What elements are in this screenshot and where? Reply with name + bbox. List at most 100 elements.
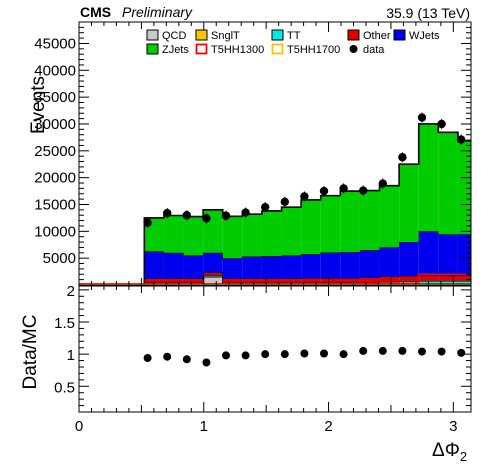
ratio-point — [222, 351, 230, 360]
ratio-y-axis: 0.5 1 1.5 2 — [54, 283, 471, 407]
bar-zjets — [163, 215, 184, 253]
bar-tt — [163, 282, 184, 284]
y-tick-label: 5000 — [43, 250, 76, 267]
data-point — [378, 179, 387, 188]
bar-zjets — [183, 216, 204, 256]
data-point — [339, 184, 348, 193]
ratio-point — [202, 358, 211, 367]
legend-swatch-other — [347, 29, 360, 41]
bar-other — [301, 278, 321, 283]
bar-other — [340, 278, 360, 283]
ratio-point — [437, 347, 446, 356]
legend-swatch-t5hh1700 — [271, 43, 284, 55]
bar-zjets — [242, 214, 262, 257]
experiment-label: CMS — [80, 4, 111, 20]
bar-other — [163, 278, 184, 283]
data-point — [417, 113, 427, 122]
bar-qcd — [203, 276, 223, 285]
x-axis-title: ΔΦ2 — [432, 440, 467, 464]
bar-tt — [301, 282, 321, 284]
x-axis-title-sub: 2 — [460, 449, 467, 464]
bar-wjets — [379, 247, 400, 277]
data-point — [241, 208, 250, 217]
bar-tt — [242, 282, 262, 284]
legend-swatch-qcd — [146, 29, 159, 41]
bar-zjets — [340, 191, 360, 252]
ratio-x-axis: 0 1 2 3 — [75, 286, 458, 435]
ratio-point — [143, 354, 152, 362]
bar-wjets — [340, 251, 360, 279]
ratio-points — [143, 346, 466, 367]
y-tick-label: 40000 — [34, 62, 76, 79]
data-point — [163, 208, 172, 218]
data-point — [300, 192, 309, 201]
legend-swatch-snglt — [195, 29, 208, 41]
data-point — [182, 211, 192, 220]
signal-t5hh1300 — [79, 273, 471, 285]
bar-zjets — [379, 185, 400, 248]
ratio-point — [320, 349, 328, 358]
bar-other — [261, 278, 282, 283]
data-points — [143, 112, 466, 228]
bar-wjets — [281, 255, 302, 279]
bar-wjets — [144, 251, 164, 279]
bar-other — [222, 278, 243, 283]
x-tick-label: 3 — [449, 418, 457, 435]
legend: QCD SnglT TT Other WJets ZJets T5HH1300 T5HH170… — [146, 29, 440, 56]
bar-zjets — [281, 207, 302, 256]
bar-wjets — [261, 256, 282, 279]
legend-label-other: Other — [363, 30, 391, 42]
ratio-point — [280, 350, 289, 359]
ratio-point — [457, 348, 466, 357]
bar-tt — [438, 280, 458, 284]
legend-swatch-wjets — [393, 29, 406, 41]
bar-wjets — [183, 255, 204, 279]
ratio-y-tick-label: 0.5 — [54, 379, 75, 396]
bar-zjets — [457, 140, 471, 235]
ratio-y-tick-label: 1 — [67, 347, 75, 364]
bar-other — [359, 277, 380, 283]
bar-zjets — [301, 199, 321, 255]
legend-label-data: data — [363, 44, 385, 56]
bar-other — [379, 276, 400, 282]
legend-label-t5hh1700: T5HH1700 — [287, 44, 340, 56]
ratio-point — [163, 352, 172, 361]
bar-zjets — [418, 123, 439, 232]
bar-other — [438, 275, 458, 281]
bar-tt — [261, 282, 282, 284]
data-point — [319, 186, 329, 196]
bar-wjets — [457, 234, 471, 276]
ratio-point — [300, 349, 309, 358]
ratio-point — [241, 351, 250, 360]
y-tick-label: 10000 — [34, 223, 76, 240]
ratio-y-tick-label: 2 — [67, 283, 75, 300]
ratio-point — [378, 346, 387, 355]
bar-other — [242, 278, 262, 283]
bar-wjets — [418, 231, 439, 276]
ratio-point — [359, 346, 368, 355]
bar-wjets — [438, 234, 458, 276]
y-tick-label: 30000 — [34, 116, 76, 133]
bar-zjets — [222, 216, 243, 259]
bar-wjets — [399, 242, 419, 276]
bar-zjets — [359, 190, 380, 251]
legend-label-snglt: SnglT — [211, 30, 240, 42]
bar-tt — [399, 281, 419, 284]
bar-zjets — [320, 195, 341, 253]
legend-swatch-tt — [271, 29, 284, 41]
bar-other — [457, 275, 471, 281]
legend-label-tt: TT — [287, 30, 301, 42]
bar-zjets — [438, 132, 458, 235]
bottom-frame — [78, 285, 472, 413]
top-x-axis — [78, 22, 454, 285]
top-y-axis: 5000 10000 15000 20000 25000 30000 35000 40000 4… — [34, 26, 471, 281]
data-point — [359, 186, 368, 195]
bar-other — [144, 278, 164, 283]
ratio-point — [339, 350, 348, 359]
total-outline — [143, 123, 471, 285]
ratio-axis-title: Data/MC — [20, 315, 41, 390]
data-point — [456, 135, 466, 144]
bar-wjets — [320, 252, 341, 279]
data-point — [437, 119, 446, 129]
bar-other — [320, 278, 341, 283]
